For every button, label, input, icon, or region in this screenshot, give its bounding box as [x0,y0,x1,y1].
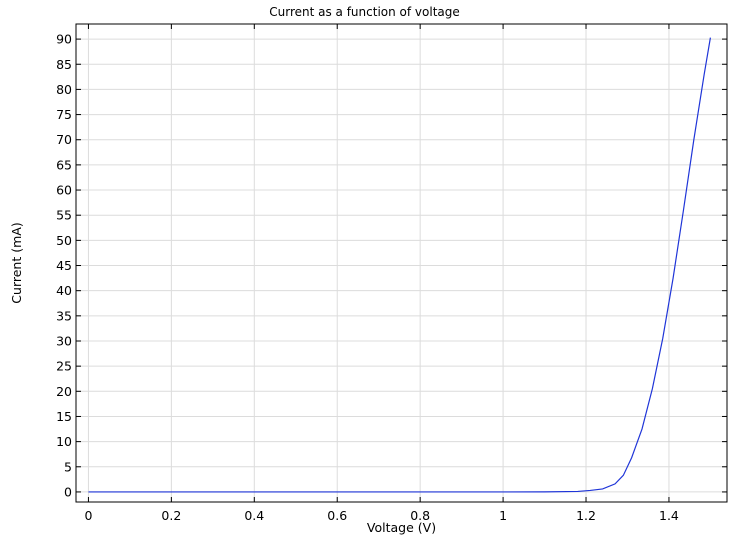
y-tick-label: 55 [56,208,72,223]
y-tick-label: 80 [56,82,72,97]
x-tick-label: 0.4 [244,508,264,523]
y-axis-label: Current (mA) [9,222,24,303]
y-tick-label: 70 [56,132,72,147]
x-tick-label: 0.6 [327,508,347,523]
series-layer [88,37,712,493]
y-tick-label: 15 [56,409,72,424]
x-tick-label: 1.4 [659,508,679,523]
x-tick-label: 1.2 [576,508,596,523]
y-tick-label: 5 [64,459,72,474]
y-tick-label: 90 [56,32,72,47]
y-tick-label: 0 [64,484,72,499]
x-tick-label: 0.8 [410,508,430,523]
y-tick-label: 65 [56,157,72,172]
series-line [88,37,712,493]
x-tick-label: 0 [84,508,92,523]
grid-lines [76,24,727,502]
y-tick-label: 75 [56,107,72,122]
axis-ticks [76,24,727,502]
chart-title: Current as a function of voltage [269,5,460,19]
tick-labels: 0 0.2 0.4 0.6 0.8 1 1.2 1.4 0 5 10 15 20 25 30 35 40 45 50… [56,32,679,523]
y-tick-label: 30 [56,333,72,348]
y-tick-label: 40 [56,283,72,298]
x-tick-label: 0.2 [161,508,181,523]
y-tick-label: 20 [56,384,72,399]
y-tick-label: 35 [56,308,72,323]
x-axis-label: Voltage (V) [367,520,436,535]
y-tick-label: 85 [56,57,72,72]
y-tick-label: 45 [56,258,72,273]
y-tick-label: 50 [56,233,72,248]
plot-frame [75,23,728,503]
x-tick-label: 1 [499,508,507,523]
y-tick-label: 10 [56,434,72,449]
y-tick-label: 25 [56,359,72,374]
y-tick-label: 60 [56,183,72,198]
